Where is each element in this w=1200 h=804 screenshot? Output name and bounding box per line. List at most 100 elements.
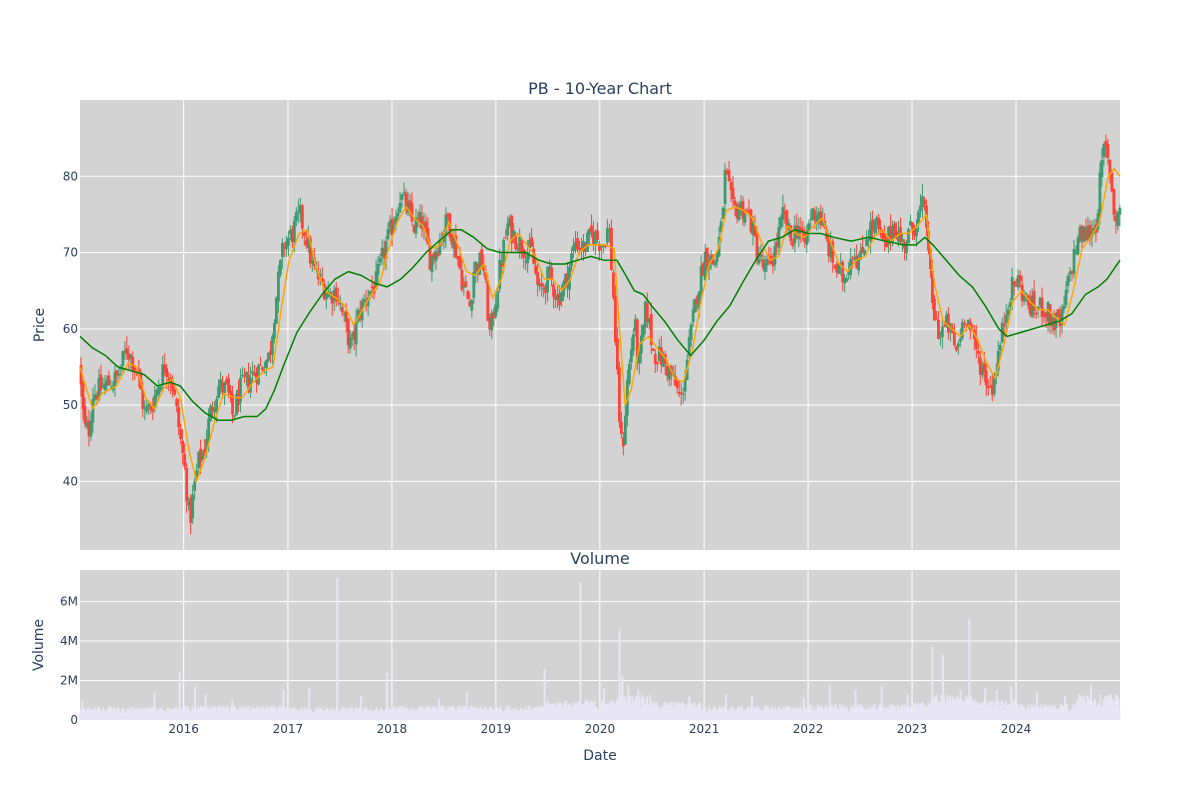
candle-body xyxy=(209,405,213,421)
candle-body xyxy=(526,252,530,264)
candle-body xyxy=(1054,313,1058,329)
candle-body xyxy=(657,346,661,362)
candle-body xyxy=(197,451,201,469)
candle-body xyxy=(280,242,284,258)
volume-spike-bar xyxy=(1078,694,1081,720)
date-tick-label: 2018 xyxy=(377,722,408,736)
candle-body xyxy=(799,227,803,233)
candle-body xyxy=(817,212,821,218)
volume-bar xyxy=(755,706,758,720)
candle-body xyxy=(225,379,228,383)
volume-bar xyxy=(1083,695,1086,720)
candle-body xyxy=(338,302,342,305)
candle-body xyxy=(649,314,653,345)
candle-body xyxy=(1112,189,1116,215)
volume-bar xyxy=(834,704,836,720)
candle-body xyxy=(641,325,645,338)
volume-spike-bar xyxy=(282,690,285,720)
candle-body xyxy=(171,384,175,392)
candle-body xyxy=(442,233,446,243)
candle-body xyxy=(937,319,940,339)
volume-bar xyxy=(447,705,449,720)
candle-body xyxy=(1004,315,1008,323)
candle-body xyxy=(410,203,414,222)
candle-body xyxy=(859,250,863,260)
candle-body xyxy=(113,372,117,387)
volume-bar xyxy=(166,707,169,720)
candle-body xyxy=(775,242,779,246)
volume-bar xyxy=(307,708,309,720)
volume-spike-bar xyxy=(931,646,934,720)
candle-body xyxy=(629,349,633,363)
candle-body xyxy=(841,261,845,283)
candle-body xyxy=(729,182,733,190)
candle-body xyxy=(247,374,250,389)
volume-spike-bar xyxy=(688,696,691,720)
volume-bar xyxy=(470,705,472,720)
candle-body xyxy=(1072,249,1076,275)
candle-body xyxy=(564,273,567,283)
candle-body xyxy=(990,384,994,395)
candle-body xyxy=(1108,159,1112,176)
volume-bar xyxy=(850,706,852,720)
candle-body xyxy=(783,211,787,214)
candle-body xyxy=(93,394,97,400)
candle-body xyxy=(986,385,990,389)
volume-bar xyxy=(1073,703,1076,720)
candle-body xyxy=(1024,293,1028,295)
candle-body xyxy=(277,271,280,302)
volume-bar xyxy=(1059,704,1062,720)
candle-body xyxy=(855,255,859,269)
candle-body xyxy=(334,287,338,302)
candle-body xyxy=(173,389,177,395)
candle-body xyxy=(695,296,699,305)
candle-body xyxy=(667,367,671,380)
candle-body xyxy=(127,353,131,360)
volume-bar xyxy=(217,706,219,720)
price-axis-label: Price xyxy=(32,308,48,342)
candle-body xyxy=(805,231,809,245)
candle-body xyxy=(777,226,781,248)
candle-body xyxy=(821,219,825,226)
candle-body xyxy=(296,210,300,212)
candle-body xyxy=(177,407,181,428)
candle-body xyxy=(402,191,406,193)
volume-spike-bar xyxy=(854,690,857,720)
candle-body xyxy=(253,373,256,376)
candle-body xyxy=(1040,297,1044,318)
date-tick-label: 2021 xyxy=(689,722,720,736)
candle-body xyxy=(996,351,1000,371)
candle-body xyxy=(873,222,876,233)
candle-body xyxy=(241,374,244,377)
candle-body xyxy=(458,256,462,269)
volume-bar xyxy=(825,704,828,720)
candle-body xyxy=(129,354,133,358)
volume-bar xyxy=(129,707,132,720)
candle-body xyxy=(1086,225,1090,241)
candle-body xyxy=(261,367,264,371)
candle-body xyxy=(907,228,910,244)
volume-bar xyxy=(624,696,627,720)
volume-spike-bar xyxy=(959,690,962,720)
candle-body xyxy=(665,365,669,376)
candle-body xyxy=(594,231,597,245)
candle-body xyxy=(350,334,354,336)
candle-body xyxy=(875,217,878,224)
candle-body xyxy=(288,229,292,235)
volume-bar xyxy=(399,706,401,720)
volume-spike-bar xyxy=(231,700,234,720)
candle-body xyxy=(99,374,103,390)
volume-bar xyxy=(617,698,620,720)
candle-body xyxy=(1012,281,1016,285)
candle-body xyxy=(251,371,254,374)
candle-body xyxy=(863,250,867,256)
candle-body xyxy=(974,336,978,349)
candle-body xyxy=(621,437,625,447)
candle-body xyxy=(378,257,382,263)
candle-body xyxy=(207,418,211,442)
candle-body xyxy=(390,219,394,236)
candle-body xyxy=(966,319,970,326)
candle-body xyxy=(344,310,348,323)
candle-body xyxy=(450,233,454,245)
candle-body xyxy=(203,448,207,453)
